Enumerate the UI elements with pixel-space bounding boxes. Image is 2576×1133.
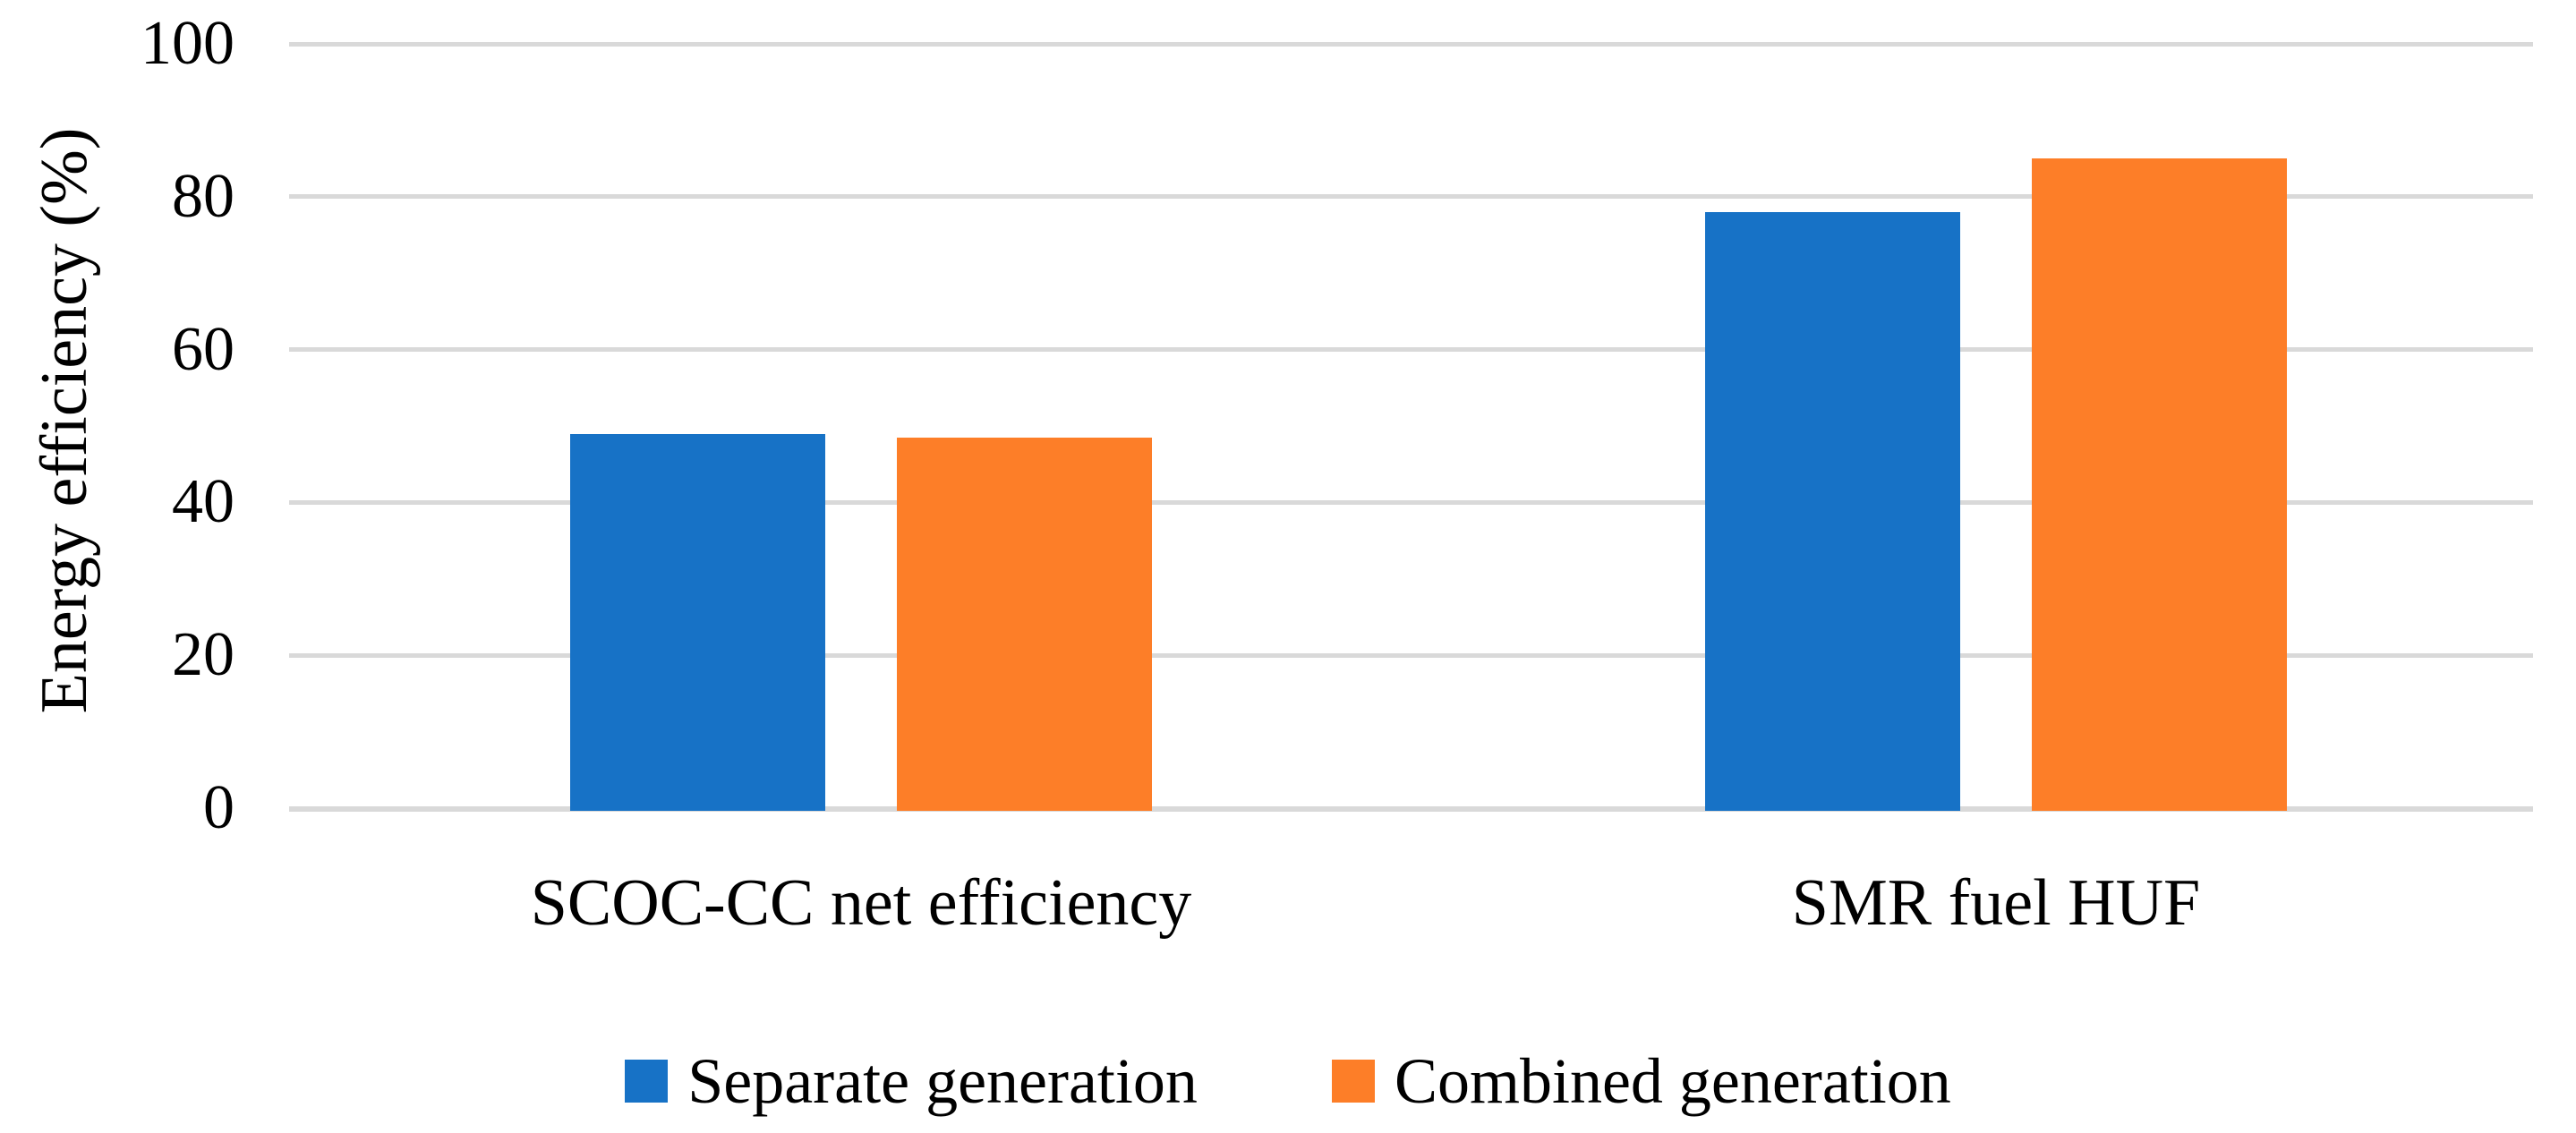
bar-combined-generation-cat0 xyxy=(897,437,1152,811)
gridline-y-40 xyxy=(289,499,2533,505)
legend: Separate generation Combined generation xyxy=(0,1045,2576,1117)
y-tick-label-40: 40 xyxy=(172,467,235,537)
category-label-scoc-cc: SCOC-CC net efficiency xyxy=(530,866,1192,940)
legend-label-separate-generation: Separate generation xyxy=(687,1045,1198,1117)
category-label-smr-fuel-huf: SMR fuel HUF xyxy=(1791,866,2201,940)
gridline-y-80 xyxy=(289,194,2533,200)
gridline-y-100 xyxy=(289,41,2533,47)
legend-entry-combined-generation: Combined generation xyxy=(1331,1045,1951,1117)
gridline-y-0 xyxy=(289,805,2533,812)
y-tick-label-80: 80 xyxy=(172,161,235,231)
bar-separate-generation-cat0 xyxy=(570,433,825,811)
y-tick-label-60: 60 xyxy=(172,314,235,384)
legend-entry-separate-generation: Separate generation xyxy=(625,1045,1198,1117)
legend-swatch-orange-icon xyxy=(1331,1060,1375,1103)
legend-swatch-blue-icon xyxy=(625,1060,669,1103)
bar-separate-generation-cat1 xyxy=(1705,211,1960,811)
y-tick-label-0: 0 xyxy=(203,773,235,842)
y-axis-title: Energy efficiency (%) xyxy=(28,127,101,714)
legend-label-combined-generation: Combined generation xyxy=(1394,1045,1951,1117)
y-tick-label-20: 20 xyxy=(172,620,235,690)
gridline-y-60 xyxy=(289,347,2533,353)
y-tick-label-100: 100 xyxy=(141,9,235,78)
bar-combined-generation-cat1 xyxy=(2032,158,2287,811)
gridline-y-20 xyxy=(289,652,2533,658)
